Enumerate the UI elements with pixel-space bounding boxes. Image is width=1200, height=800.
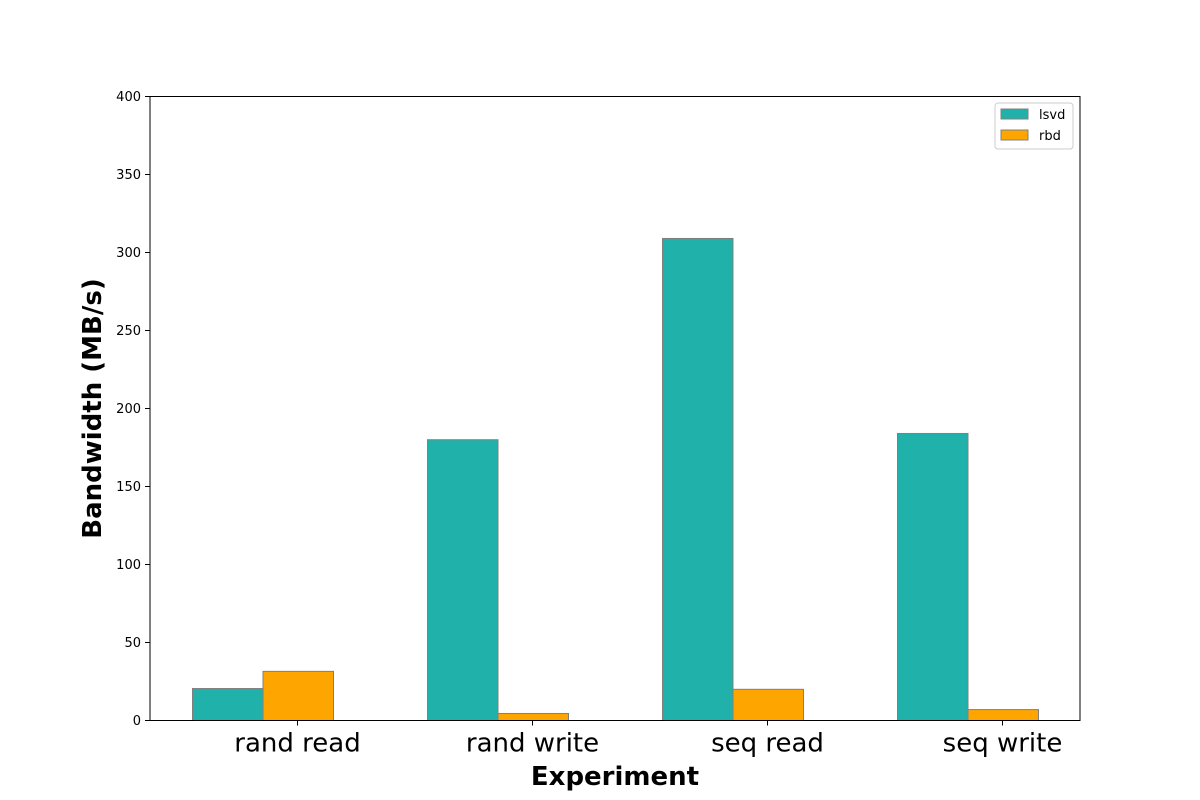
y-tick-label: 300: [116, 246, 141, 261]
x-tick-label: seq read: [711, 729, 824, 759]
bar-rbd-rand-read: [262, 670, 334, 721]
bars: [192, 237, 1039, 722]
bar-lsvd-seq-read: [662, 237, 734, 722]
y-tick-label: 50: [124, 636, 141, 651]
bar-rbd-seq-write: [967, 709, 1039, 722]
plot-frame: [149, 96, 1081, 721]
legend-swatch-rbd: [1000, 129, 1029, 141]
y-tick-label: 400: [116, 90, 141, 105]
y-tick-label: 150: [116, 480, 141, 495]
legend-label-lsvd: lsvd: [1039, 108, 1065, 123]
legend: lsvd rbd: [994, 102, 1074, 150]
bar-lsvd-rand-write: [427, 439, 499, 721]
legend-label-rbd: rbd: [1039, 129, 1061, 144]
x-axis-title: Experiment: [531, 762, 699, 792]
bar-rbd-rand-write: [497, 712, 569, 721]
x-tick-label: seq write: [943, 729, 1063, 759]
y-axis-title: Bandwidth (MB/s): [78, 278, 108, 538]
y-tick-label: 0: [133, 714, 141, 729]
y-tick-label: 350: [116, 168, 141, 183]
legend-swatch-lsvd: [1000, 108, 1029, 120]
x-tick-label: rand read: [234, 729, 360, 759]
y-tick-label: 250: [116, 324, 141, 339]
bar-lsvd-seq-write: [897, 432, 969, 721]
y-tick-label: 200: [116, 402, 141, 417]
x-tick-label: rand write: [466, 729, 599, 759]
bar-lsvd-rand-read: [192, 688, 264, 722]
x-axis-ticks: rand read rand write seq read seq write: [234, 720, 1063, 759]
y-axis-ticks: 0 50 100 150 200 250 300 350 400: [116, 90, 150, 729]
bar-rbd-seq-read: [732, 688, 804, 721]
y-tick-label: 100: [116, 558, 141, 573]
